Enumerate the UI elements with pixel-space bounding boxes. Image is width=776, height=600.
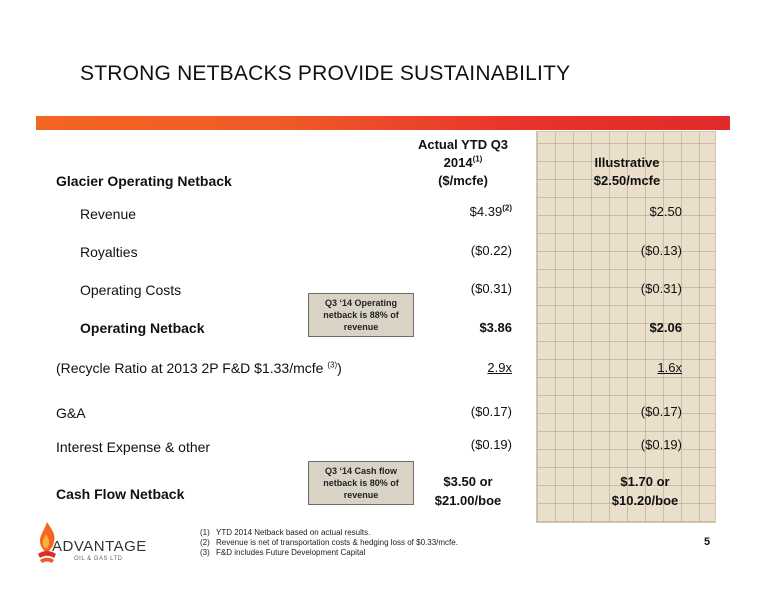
value-opcosts-illustrative: ($0.31) <box>640 281 682 296</box>
value-opnetback-actual: $3.86 <box>479 320 512 335</box>
footnote-ref-3: (3) <box>327 360 338 370</box>
value-recycle-illustrative: 1.6x <box>657 360 682 375</box>
column-header-actual-line1: Actual YTD Q3 <box>417 137 509 152</box>
column-header-illustrative-line1: Illustrative <box>594 155 660 170</box>
column-header-actual-year: 2014 <box>443 155 473 170</box>
column-header-actual-line2: 2014(1) <box>398 154 528 172</box>
footnote-ref-2: (2) <box>502 203 512 213</box>
callout-cashflow-line1: Q3 ‘14 Cash flow <box>324 466 398 476</box>
row-label-revenue: Revenue <box>80 206 137 222</box>
row-label-recycle-ratio: (Recycle Ratio at 2013 2P F&D $1.33/mcfe… <box>56 360 342 376</box>
value-cashflow-illustrative-line1: $1.70 or <box>620 474 670 489</box>
value-ga-actual: ($0.17) <box>470 404 512 419</box>
value-cashflow-illustrative: $1.70 or $10.20/boe <box>590 472 700 510</box>
value-cashflow-actual-line2: $21.00/boe <box>434 493 502 508</box>
value-royalties-illustrative: ($0.13) <box>640 243 682 258</box>
value-opnetback-illustrative: $2.06 <box>649 320 682 335</box>
callout-operating-line2: netback is 88% of <box>323 310 399 320</box>
value-interest-actual: ($0.19) <box>470 437 512 452</box>
value-cashflow-actual-line1: $3.50 or <box>443 474 493 489</box>
value-interest-illustrative: ($0.19) <box>640 437 682 452</box>
callout-cashflow-netback: Q3 ‘14 Cash flow netback is 80% of reven… <box>308 461 414 505</box>
column-header-illustrative: Illustrative $2.50/mcfe <box>548 154 706 190</box>
logo-wordmark: ADVANTAGE <box>52 538 147 555</box>
row-label-interest: Interest Expense & other <box>56 439 211 455</box>
row-label-ga: G&A <box>56 405 86 421</box>
row-label-cashflow-netback: Cash Flow Netback <box>56 486 185 502</box>
footnote-2-num: (2) <box>200 538 210 547</box>
callout-operating-netback: Q3 ‘14 Operating netback is 88% of reven… <box>308 293 414 337</box>
footnote-2: (2) Revenue is net of transportation cost… <box>200 538 458 548</box>
footnote-1-num: (1) <box>200 528 210 537</box>
value-opcosts-actual: ($0.31) <box>470 281 512 296</box>
recycle-ratio-text: (Recycle Ratio at 2013 2P F&D $1.33/mcfe <box>56 360 328 376</box>
row-label-royalties: Royalties <box>80 244 138 260</box>
logo-subtitle: OIL & GAS LTD <box>74 556 123 562</box>
page-number: 5 <box>704 536 711 548</box>
footnote-2-text: Revenue is net of transportation costs &… <box>216 538 458 547</box>
footnote-3-text: F&D includes Future Development Capital <box>216 548 366 557</box>
footnote-ref-1: (1) <box>472 154 483 164</box>
value-recycle-actual: 2.9x <box>487 360 512 375</box>
row-label-operating-costs: Operating Costs <box>80 282 182 298</box>
footnote-1-text: YTD 2014 Netback based on actual results… <box>216 528 371 537</box>
footnote-3: (3) F&D includes Future Development Capit… <box>200 548 458 558</box>
callout-operating-line3: revenue <box>343 322 379 332</box>
slide-title: STRONG NETBACKS PROVIDE SUSTAINABILITY <box>80 62 571 85</box>
company-logo: ADVANTAGE OIL & GAS LTD <box>30 516 160 568</box>
recycle-ratio-close: ) <box>337 360 342 376</box>
row-label-operating-netback: Operating Netback <box>80 320 205 336</box>
value-revenue-illustrative: $2.50 <box>649 204 682 219</box>
value-revenue-actual: $4.39(2) <box>400 204 512 219</box>
footnote-1: (1) YTD 2014 Netback based on actual resu… <box>200 528 458 538</box>
column-header-actual-line3: ($/mcfe) <box>438 173 488 188</box>
value-royalties-actual: ($0.22) <box>470 243 512 258</box>
value-cashflow-illustrative-line2: $10.20/boe <box>611 493 679 508</box>
illustrative-column-panel <box>536 131 716 523</box>
section-heading: Glacier Operating Netback <box>56 173 232 189</box>
callout-cashflow-line2: netback is 80% of <box>323 478 399 488</box>
flame-icon <box>38 522 56 563</box>
column-header-actual: Actual YTD Q3 2014(1) ($/mcfe) <box>398 136 528 190</box>
callout-cashflow-line3: revenue <box>343 490 379 500</box>
callout-operating-line1: Q3 ‘14 Operating <box>324 298 398 308</box>
title-accent-bar <box>36 116 730 130</box>
column-header-illustrative-line2: $2.50/mcfe <box>593 173 661 188</box>
value-cashflow-actual: $3.50 or $21.00/boe <box>416 472 520 510</box>
value-ga-illustrative: ($0.17) <box>640 404 682 419</box>
footnotes: (1) YTD 2014 Netback based on actual resu… <box>200 528 458 558</box>
value-revenue-actual-text: $4.39 <box>469 204 503 219</box>
footnote-3-num: (3) <box>200 548 210 557</box>
